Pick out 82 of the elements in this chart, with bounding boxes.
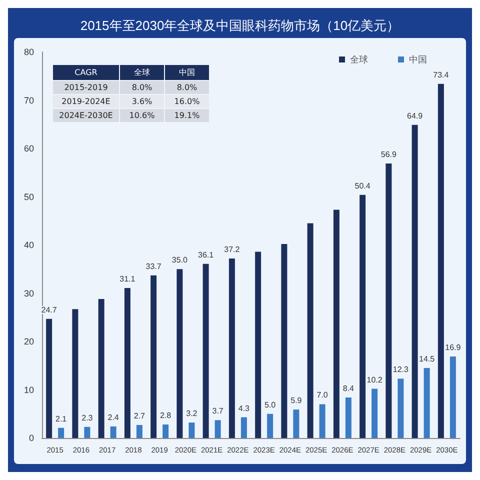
bar: [293, 410, 300, 438]
data-label: 2.3: [82, 413, 94, 422]
bar: [307, 223, 314, 438]
data-label: 16.9: [445, 342, 462, 352]
bar: [72, 309, 78, 438]
bar: [176, 269, 183, 438]
data-label: 7.0: [316, 390, 328, 400]
chart-title: 2015年至2030年全球及中国眼科药物市场（10亿美元）: [80, 18, 400, 33]
bar: [124, 288, 130, 438]
data-label: 2.1: [56, 414, 68, 424]
bar: [450, 356, 456, 438]
bar: [372, 388, 378, 438]
data-label: 4.3: [238, 404, 250, 413]
bar: [188, 422, 195, 438]
data-label: 35.0: [172, 256, 188, 265]
y-tick-label: 0: [28, 433, 34, 443]
data-label: 5.0: [264, 400, 276, 410]
data-label: 37.2: [224, 245, 240, 254]
data-label: 36.1: [198, 250, 214, 260]
bar: [150, 275, 157, 438]
bar: [281, 244, 288, 438]
bar: [136, 424, 142, 438]
bar: [84, 426, 90, 438]
annotation: 10.6%: [120, 108, 164, 122]
data-label: 3.7: [212, 406, 224, 416]
bar: [240, 417, 247, 438]
y-tick-label: 20: [24, 336, 34, 346]
annotation: 3.6%: [120, 94, 164, 108]
bar: [98, 299, 104, 438]
bar: [333, 210, 340, 438]
y-tick-label: 30: [24, 288, 34, 298]
data-label: 12.3: [392, 365, 410, 374]
bar: [398, 378, 404, 438]
data-label: 3.2: [186, 409, 198, 418]
bar: [319, 404, 326, 438]
data-label: 24.7: [41, 305, 58, 314]
y-tick-label: 10: [24, 384, 34, 395]
data-label: 8.4: [342, 384, 355, 393]
bar: [110, 426, 116, 438]
annotation: 8.0%: [120, 80, 164, 94]
bar: [438, 84, 444, 438]
bar: [162, 424, 169, 438]
legend-label: 中国: [409, 54, 427, 64]
annotation: 中国: [164, 64, 210, 80]
bar: [386, 163, 392, 438]
data-label: 14.5: [419, 354, 436, 364]
data-label: 10.2: [366, 375, 383, 384]
bar: [58, 428, 64, 438]
bar: [360, 194, 366, 438]
bar: [255, 252, 262, 438]
y-tick-label: 40: [24, 240, 34, 250]
legend-label: 全球: [350, 54, 368, 64]
annotation: 2019-2024E: [52, 94, 120, 108]
data-label: 5.9: [290, 396, 302, 406]
bar: [345, 397, 352, 438]
data-label: 64.9: [407, 111, 424, 120]
data-label: 56.9: [380, 150, 398, 159]
annotation: 全球: [120, 64, 164, 80]
bar: [46, 318, 52, 438]
data-label: 2.4: [108, 412, 120, 422]
bar: [202, 264, 209, 438]
annotation: 19.1%: [164, 108, 210, 122]
data-label: 50.4: [354, 181, 371, 190]
data-label: 73.4: [433, 70, 450, 80]
bar: [412, 124, 418, 438]
data-label: 2.8: [160, 410, 172, 420]
bar: [267, 414, 274, 438]
y-tick-label: 50: [24, 192, 34, 202]
annotation: 2024E-2030E: [52, 108, 120, 122]
y-tick-label: 70: [24, 95, 34, 106]
data-label: 2.7: [134, 411, 146, 420]
data-label: 33.7: [146, 262, 162, 271]
annotation: CAGR: [52, 64, 120, 80]
y-tick-label: 60: [24, 144, 34, 154]
annotation: 2015-2019: [52, 80, 120, 94]
bar: [424, 368, 430, 438]
data-label: 31.1: [120, 274, 136, 284]
annotation: 16.0%: [164, 94, 210, 108]
bar: [228, 258, 235, 438]
y-tick-label: 80: [24, 47, 34, 57]
bar: [214, 420, 221, 438]
annotation: 8.0%: [164, 80, 210, 94]
